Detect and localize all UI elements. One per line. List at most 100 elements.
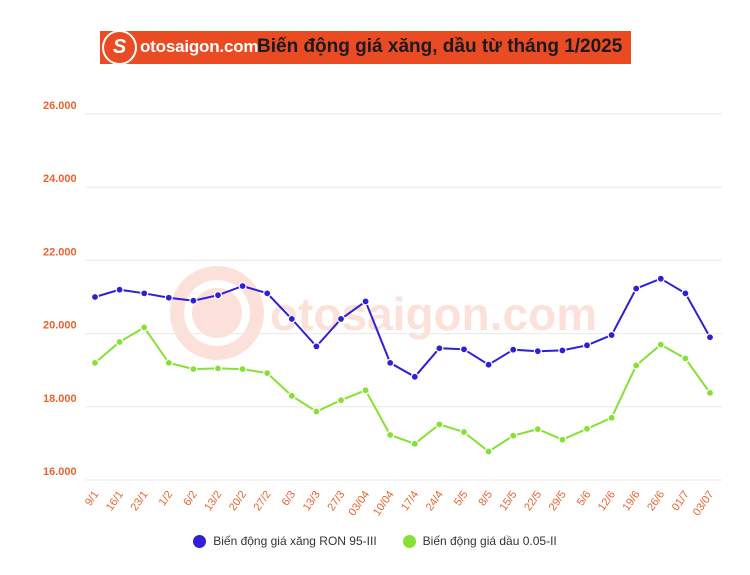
x-tick-label: 6/3 — [280, 489, 299, 508]
data-point-ron95 — [189, 296, 198, 305]
x-tick-label: 24/4 — [424, 489, 446, 513]
x-tick-label: 20/2 — [227, 489, 249, 513]
grid-lines — [85, 113, 722, 481]
data-point-ron95 — [484, 360, 493, 369]
y-tick-label: 18.000 — [43, 393, 77, 405]
y-tick-label: 24.000 — [43, 173, 77, 185]
data-point-ron95 — [607, 330, 616, 340]
data-point-diesel — [361, 386, 370, 395]
data-point-ron95 — [681, 289, 690, 298]
x-tick-label: 8/5 — [476, 489, 495, 508]
x-tick-label: 1/2 — [157, 489, 176, 508]
data-point-diesel — [459, 427, 469, 437]
data-point-ron95 — [361, 297, 370, 306]
chart-title: Biến động giá xăng, dầu từ tháng 1/2025 — [257, 36, 623, 57]
data-point-diesel — [681, 354, 690, 363]
data-point-ron95 — [287, 314, 296, 324]
data-point-ron95 — [705, 333, 715, 342]
data-point-diesel — [582, 424, 592, 433]
data-point-diesel — [312, 407, 321, 416]
data-point-diesel — [509, 431, 518, 440]
x-tick-label: 5/6 — [575, 489, 594, 508]
x-tick-label: 26/6 — [645, 489, 667, 513]
data-point-ron95 — [115, 285, 124, 294]
data-point-ron95 — [509, 345, 518, 354]
y-tick-label: 22.000 — [43, 246, 77, 258]
watermark-text: otosaigon.com — [270, 288, 597, 340]
legend-label-ron95: Biến động giá xăng RON 95-III — [213, 534, 377, 548]
data-point-diesel — [558, 435, 567, 444]
data-point-ron95 — [238, 281, 247, 291]
data-point-diesel — [607, 413, 616, 422]
data-point-ron95 — [312, 342, 321, 351]
data-point-diesel — [90, 358, 100, 367]
data-point-ron95 — [263, 289, 272, 298]
data-point-ron95 — [336, 314, 346, 324]
series-group — [90, 274, 715, 456]
data-point-diesel — [410, 439, 419, 448]
data-point-ron95 — [533, 347, 542, 356]
y-tick-label: 16.000 — [43, 466, 77, 478]
data-point-diesel — [287, 391, 296, 400]
x-tick-label: 27/3 — [325, 489, 347, 513]
x-axis-labels: 9/1 16/1 23/1 1/2 6/2 13/2 20/2 27/2 6/3 13/3 27/3… — [83, 489, 717, 518]
x-tick-label: 5/5 — [452, 489, 471, 508]
brand-logo-letter: S — [104, 32, 135, 63]
data-point-diesel — [705, 388, 715, 397]
legend-label-diesel: Biến động giá dầu 0.05-II — [422, 534, 557, 548]
x-tick-label: 16/1 — [104, 489, 126, 513]
x-tick-label: 03/04 — [346, 489, 372, 518]
data-point-diesel — [386, 430, 395, 440]
y-tick-label: 20.000 — [43, 320, 77, 332]
chart-title-bar: S otosaigon.com Biến động giá xăng, dầu … — [100, 30, 631, 65]
data-point-diesel — [164, 358, 173, 367]
legend-item-diesel[interactable]: Biến động giá dầu 0.05-II — [402, 534, 557, 548]
y-axis-labels: 16.000 18.000 20.000 22.000 24.000 26.000 — [43, 100, 77, 478]
data-point-ron95 — [213, 291, 223, 300]
data-point-ron95 — [656, 274, 665, 283]
x-tick-label: 29/5 — [547, 489, 569, 513]
data-point-diesel — [213, 364, 223, 373]
data-point-diesel — [484, 447, 493, 456]
data-point-ron95 — [140, 289, 149, 298]
data-point-diesel — [115, 337, 124, 347]
brand-logo-text: otosaigon.com — [140, 37, 259, 56]
watermark-logo-center — [192, 288, 242, 338]
data-point-diesel — [189, 365, 198, 374]
data-point-ron95 — [164, 293, 173, 302]
data-point-diesel — [140, 323, 149, 332]
x-tick-label: 6/2 — [181, 489, 200, 508]
data-point-diesel — [263, 369, 272, 378]
data-point-ron95 — [582, 341, 592, 350]
x-tick-label: 15/5 — [498, 489, 520, 513]
x-tick-label: 01/7 — [670, 489, 692, 513]
x-tick-label: 22/5 — [522, 489, 544, 513]
watermark-logo-ring — [184, 280, 250, 346]
data-point-ron95 — [410, 372, 419, 381]
x-tick-label: 03/07 — [691, 489, 717, 518]
data-point-ron95 — [386, 358, 395, 367]
chart-legend: Biến động giá xăng RON 95-III Biến động … — [0, 534, 750, 548]
x-tick-label: 23/1 — [129, 489, 151, 513]
data-point-ron95 — [632, 284, 641, 293]
x-tick-label: 27/2 — [252, 489, 274, 513]
legend-dot-ron95 — [193, 534, 207, 548]
data-point-ron95 — [90, 292, 100, 302]
data-point-diesel — [336, 396, 346, 405]
x-tick-label: 19/6 — [621, 489, 643, 513]
x-tick-label: 13/2 — [202, 489, 224, 513]
x-tick-label: 17/4 — [399, 489, 421, 513]
series-line-diesel — [94, 326, 711, 453]
data-point-diesel — [632, 361, 641, 370]
data-point-ron95 — [558, 346, 567, 355]
x-tick-label: 13/3 — [301, 489, 323, 513]
data-point-diesel — [533, 425, 542, 434]
data-point-diesel — [435, 420, 444, 429]
legend-item-ron95[interactable]: Biến động giá xăng RON 95-III — [193, 534, 377, 548]
data-point-diesel — [238, 365, 247, 374]
data-point-diesel — [656, 340, 665, 349]
data-point-ron95 — [459, 345, 469, 354]
brand-logo-icon: S — [102, 30, 137, 65]
y-tick-label: 26.000 — [43, 100, 77, 112]
